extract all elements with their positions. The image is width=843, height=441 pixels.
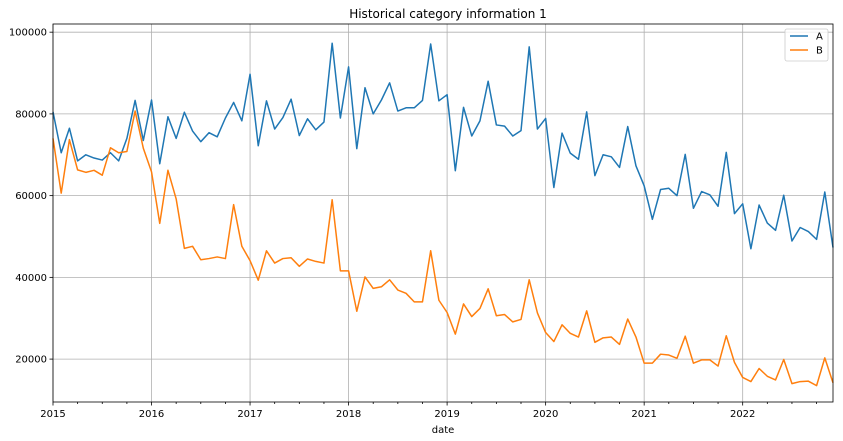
x-tick-label: 2018: [336, 409, 361, 420]
x-tick-label: 2022: [730, 409, 755, 420]
x-tick-label: 2016: [139, 409, 164, 420]
x-tick-label: 2020: [533, 409, 558, 420]
x-axis: 2015 2016 2017 2018 2019 2020 2021 2022: [40, 402, 817, 420]
x-tick-label: 2021: [631, 409, 656, 420]
y-tick-label: 60000: [15, 191, 47, 202]
legend-label-b: B: [816, 46, 823, 57]
legend-box: [784, 28, 829, 62]
plot-frame: [52, 23, 834, 403]
y-tick-label: 100000: [9, 28, 47, 39]
y-axis: 20000 40000 60000 80000 100000: [9, 28, 53, 366]
series-line-b: [52, 110, 834, 387]
chart-title: Historical category information 1: [349, 7, 547, 21]
series-lines: [52, 42, 834, 387]
x-tick-label: 2019: [434, 409, 459, 420]
legend-label-a: A: [816, 32, 823, 43]
y-tick-label: 20000: [15, 355, 47, 366]
y-tick-label: 40000: [15, 273, 47, 284]
x-tick-label: 2017: [237, 409, 262, 420]
y-tick-label: 80000: [15, 109, 47, 120]
legend: AB: [784, 28, 829, 62]
x-axis-label: date: [432, 425, 455, 436]
series-line-a: [52, 42, 834, 250]
grid: [52, 24, 833, 402]
x-tick-label: 2015: [40, 409, 65, 420]
